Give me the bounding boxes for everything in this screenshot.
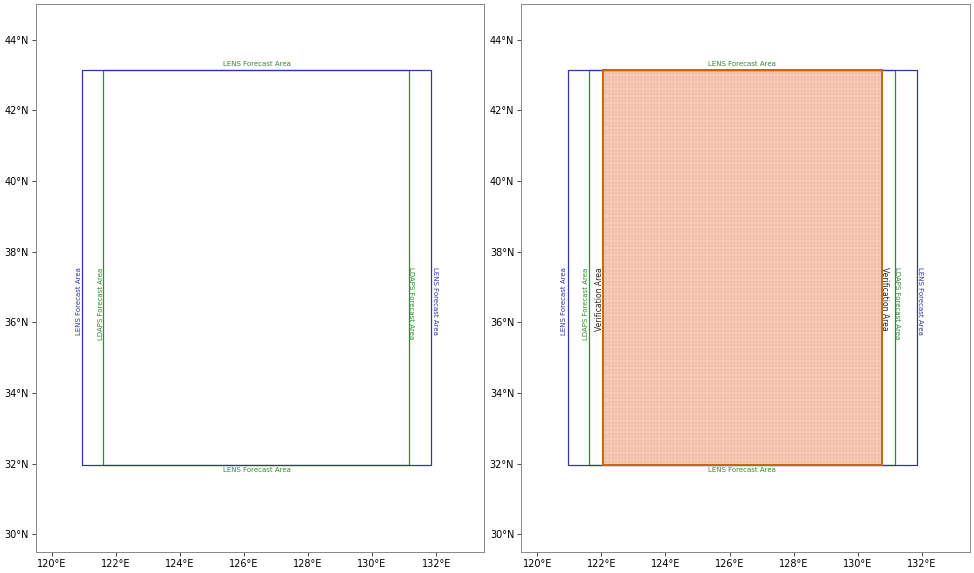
Bar — [103, 69, 409, 465]
Bar — [82, 69, 431, 465]
Text: LENS Forecast Area: LENS Forecast Area — [708, 61, 776, 68]
Text: LENS Forecast Area: LENS Forecast Area — [708, 468, 776, 473]
Text: LENS Forecast Area: LENS Forecast Area — [431, 268, 437, 335]
Text: LDAPS Forecast Area: LDAPS Forecast Area — [894, 268, 900, 340]
Text: Verification Area: Verification Area — [880, 268, 889, 331]
Text: Verification Area: Verification Area — [595, 268, 604, 331]
Bar — [603, 69, 881, 465]
Bar — [588, 69, 894, 465]
Text: LDAPS Forecast Area: LDAPS Forecast Area — [97, 268, 103, 340]
Bar — [603, 69, 881, 465]
Text: LENS Forecast Area: LENS Forecast Area — [76, 268, 82, 335]
Text: LENS Forecast Area: LENS Forecast Area — [223, 61, 290, 68]
Bar — [568, 69, 917, 465]
Text: LDAPS Forecast Area: LDAPS Forecast Area — [583, 268, 589, 340]
Text: LDAPS Forecast Area: LDAPS Forecast Area — [408, 268, 414, 340]
Text: LENS Forecast Area: LENS Forecast Area — [561, 268, 568, 335]
Text: LENS Forecast Area: LENS Forecast Area — [918, 268, 923, 335]
Text: LENS Forecast Area: LENS Forecast Area — [223, 468, 290, 473]
